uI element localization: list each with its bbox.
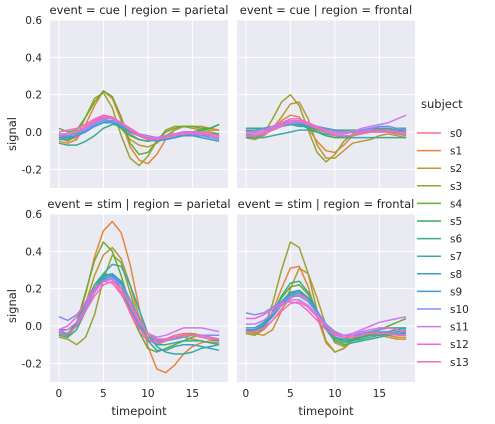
facet-panel: event = cue | region = frontal — [237, 3, 415, 188]
y-axis-label-top: signal — [5, 117, 19, 151]
plot-background — [237, 20, 415, 188]
panel-title: event = stim | region = parietal — [47, 197, 230, 211]
facet-panel: 0 5 10 15 event = stim | region = frontal — [237, 197, 415, 400]
plot-background — [237, 214, 415, 382]
x-tick-label: 5 — [287, 388, 294, 400]
legend-title: subject — [421, 97, 463, 111]
series-line-s10 — [245, 295, 407, 337]
x-axis-label-left: timepoint — [111, 404, 167, 418]
legend-label-s7: s7 — [450, 251, 462, 263]
y-tick-label: 0.2 — [25, 90, 42, 102]
series-line-s7 — [245, 129, 407, 139]
series-line-s13 — [245, 120, 407, 137]
legend-label-s10: s10 — [450, 304, 469, 316]
panel-title: event = cue | region = parietal — [50, 3, 229, 17]
x-tick-label: 10 — [141, 388, 154, 400]
legend-label-s5: s5 — [450, 216, 462, 228]
legend-label-s4: s4 — [450, 198, 462, 210]
y-tick-label: 0.4 — [25, 52, 42, 64]
series-line-s13 — [245, 300, 407, 338]
legend-label-s6: s6 — [450, 234, 462, 246]
series-line-s12 — [245, 118, 407, 133]
legend-label-s13: s13 — [450, 357, 469, 369]
x-tick-label: 5 — [100, 388, 107, 400]
legend-label-s0: s0 — [450, 128, 462, 140]
x-tick-label: 15 — [373, 388, 386, 400]
y-tick-label: 0.4 — [25, 246, 42, 258]
legend-label-s11: s11 — [450, 322, 469, 334]
x-tick-label: 0 — [56, 388, 63, 400]
y-tick-label: 0.2 — [25, 284, 42, 296]
legend-label-s8: s8 — [450, 269, 462, 281]
y-tick-label: 0.6 — [25, 15, 42, 27]
y-tick-label: 0.6 — [25, 209, 42, 221]
series-line-s12 — [58, 114, 220, 141]
plot-background — [50, 214, 228, 382]
panels-layer: -0.2 0.0 0.2 0.4 0.6 event = cue | region = p… — [22, 3, 415, 400]
x-tick-label: 15 — [186, 388, 199, 400]
legend-label-s3: s3 — [450, 181, 462, 193]
x-axis-label-right: timepoint — [298, 404, 354, 418]
y-tick-label: -0.2 — [22, 358, 43, 370]
y-axis-label-bottom: signal — [5, 289, 19, 323]
series-line-s4 — [58, 90, 220, 156]
y-tick-label: -0.2 — [22, 164, 43, 176]
series-line-s13 — [58, 116, 220, 141]
legend-label-s2: s2 — [450, 163, 462, 175]
series-line-s12 — [245, 300, 407, 338]
y-tick-label: 0.0 — [25, 321, 42, 333]
x-tick-label: 0 — [243, 388, 250, 400]
y-tick-label: 0.0 — [25, 127, 42, 139]
legend: subject s0 s1 s2 s3 s4 s5 s6 s7 s8 s9 s10 s11 s12 s13 — [417, 97, 469, 369]
series-line-s13 — [58, 280, 220, 340]
panel-title: event = cue | region = frontal — [240, 3, 413, 17]
legend-label-s1: s1 — [450, 146, 462, 158]
facet-panel: -0.2 0.0 0.2 0.4 0.6 0 5 10 15 event = stim | reg… — [22, 197, 231, 400]
x-tick-label: 10 — [328, 388, 341, 400]
legend-label-s12: s12 — [450, 339, 469, 351]
facet-panel: -0.2 0.0 0.2 0.4 0.6 event = cue | region = p… — [22, 3, 229, 188]
plot-background — [50, 20, 228, 188]
series-line-s4 — [58, 241, 220, 353]
legend-label-s9: s9 — [450, 286, 462, 298]
panel-title: event = stim | region = frontal — [238, 197, 415, 211]
series-line-s11 — [58, 278, 220, 338]
